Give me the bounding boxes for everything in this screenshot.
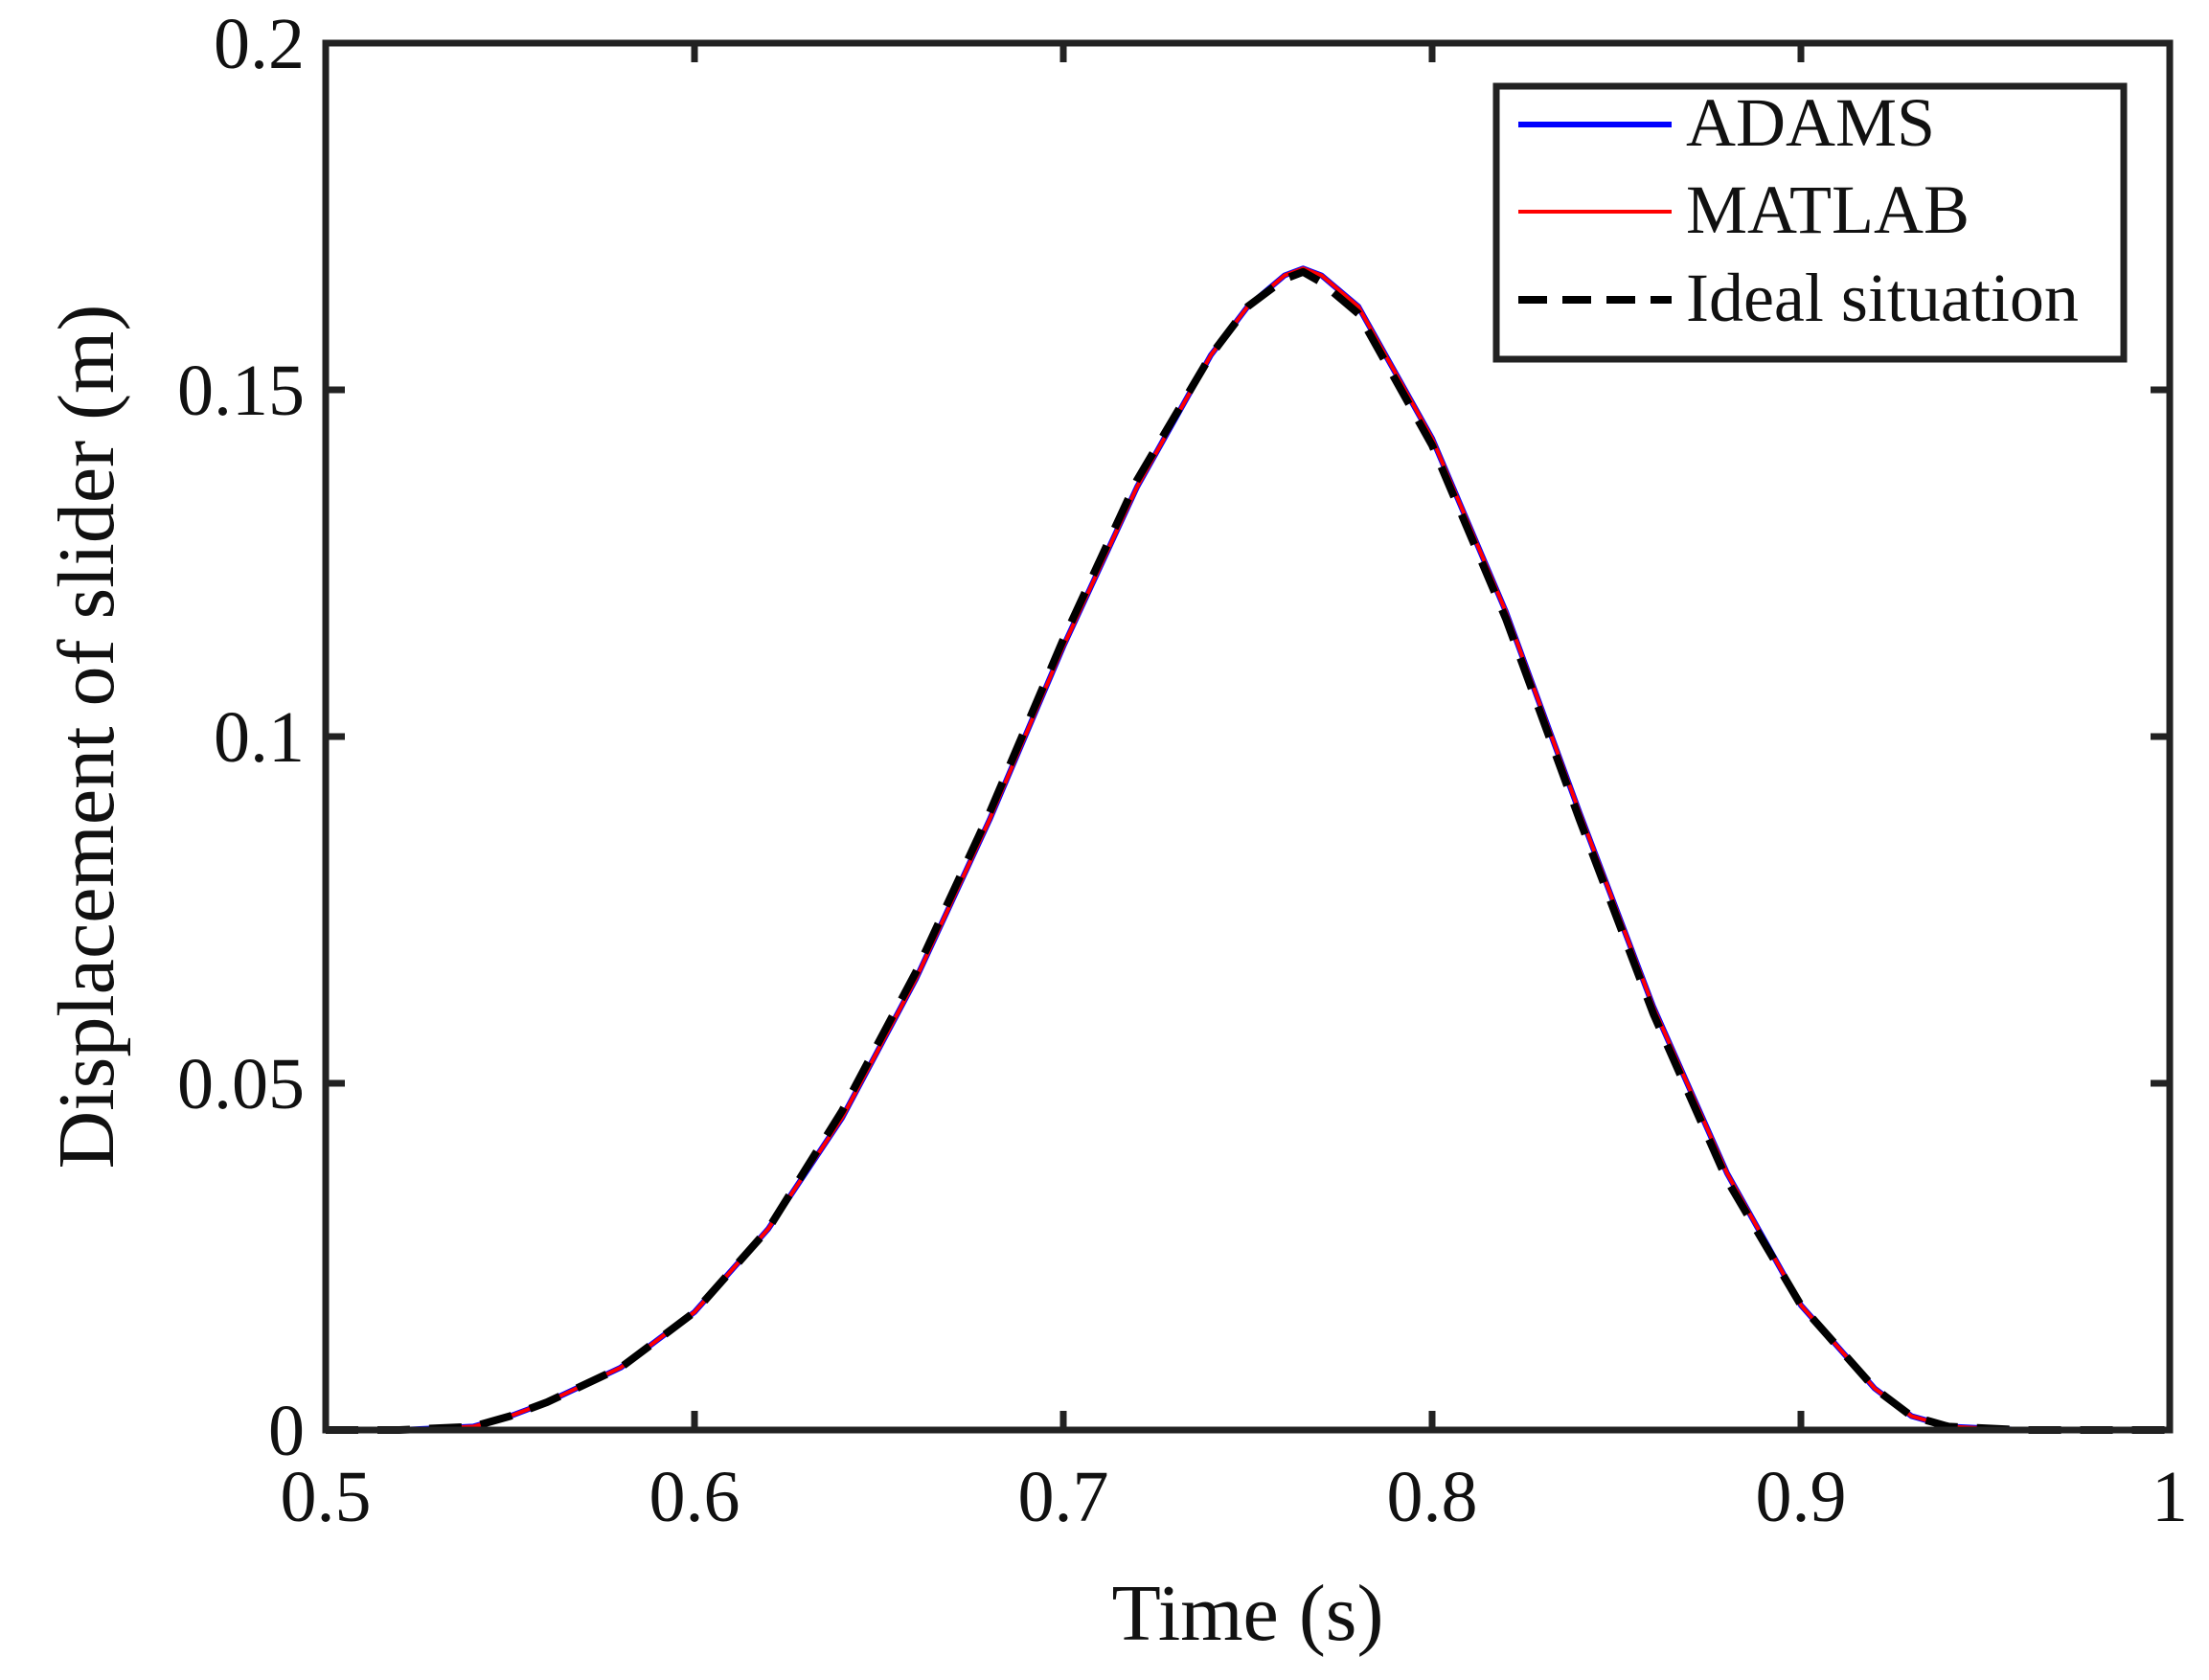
y-tick-label: 0.1 bbox=[214, 697, 305, 778]
x-tick-label: 0.8 bbox=[1387, 1457, 1478, 1537]
plot-frame bbox=[322, 39, 2174, 1434]
legend-label-ideal-situation: Ideal situation bbox=[1686, 260, 2079, 336]
x-tick-labels: 0.5 0.6 0.7 0.8 0.9 1 bbox=[281, 1457, 2189, 1537]
y-tick-labels: 0 0.05 0.1 0.15 0.2 bbox=[177, 4, 305, 1471]
legend: ADAMS MATLAB Ideal situation bbox=[1492, 82, 2128, 363]
legend-label-adams: ADAMS bbox=[1686, 84, 1935, 161]
y-tick-label: 0.15 bbox=[177, 351, 305, 431]
legend-label-matlab: MATLAB bbox=[1686, 171, 1970, 248]
x-tick-label: 1 bbox=[2152, 1457, 2188, 1537]
y-tick-label: 0.2 bbox=[214, 4, 305, 84]
series-line-adams bbox=[326, 265, 2170, 1433]
y-tick-label: 0 bbox=[268, 1391, 305, 1471]
legend-box bbox=[1492, 82, 2128, 363]
x-tick-label: 0.5 bbox=[281, 1457, 372, 1537]
x-tick-label: 0.7 bbox=[1018, 1457, 1109, 1537]
y-tick-label: 0.05 bbox=[177, 1044, 305, 1124]
series-line-matlab bbox=[326, 266, 2170, 1432]
x-tick-label: 0.9 bbox=[1756, 1457, 1847, 1537]
y-axis-label: Displacement of slider (m) bbox=[42, 305, 131, 1169]
series-line-ideal-situation bbox=[326, 267, 2170, 1434]
series-lines bbox=[326, 265, 2170, 1434]
x-tick-label: 0.6 bbox=[649, 1457, 740, 1537]
x-axis-label: Time (s) bbox=[1112, 1569, 1384, 1658]
